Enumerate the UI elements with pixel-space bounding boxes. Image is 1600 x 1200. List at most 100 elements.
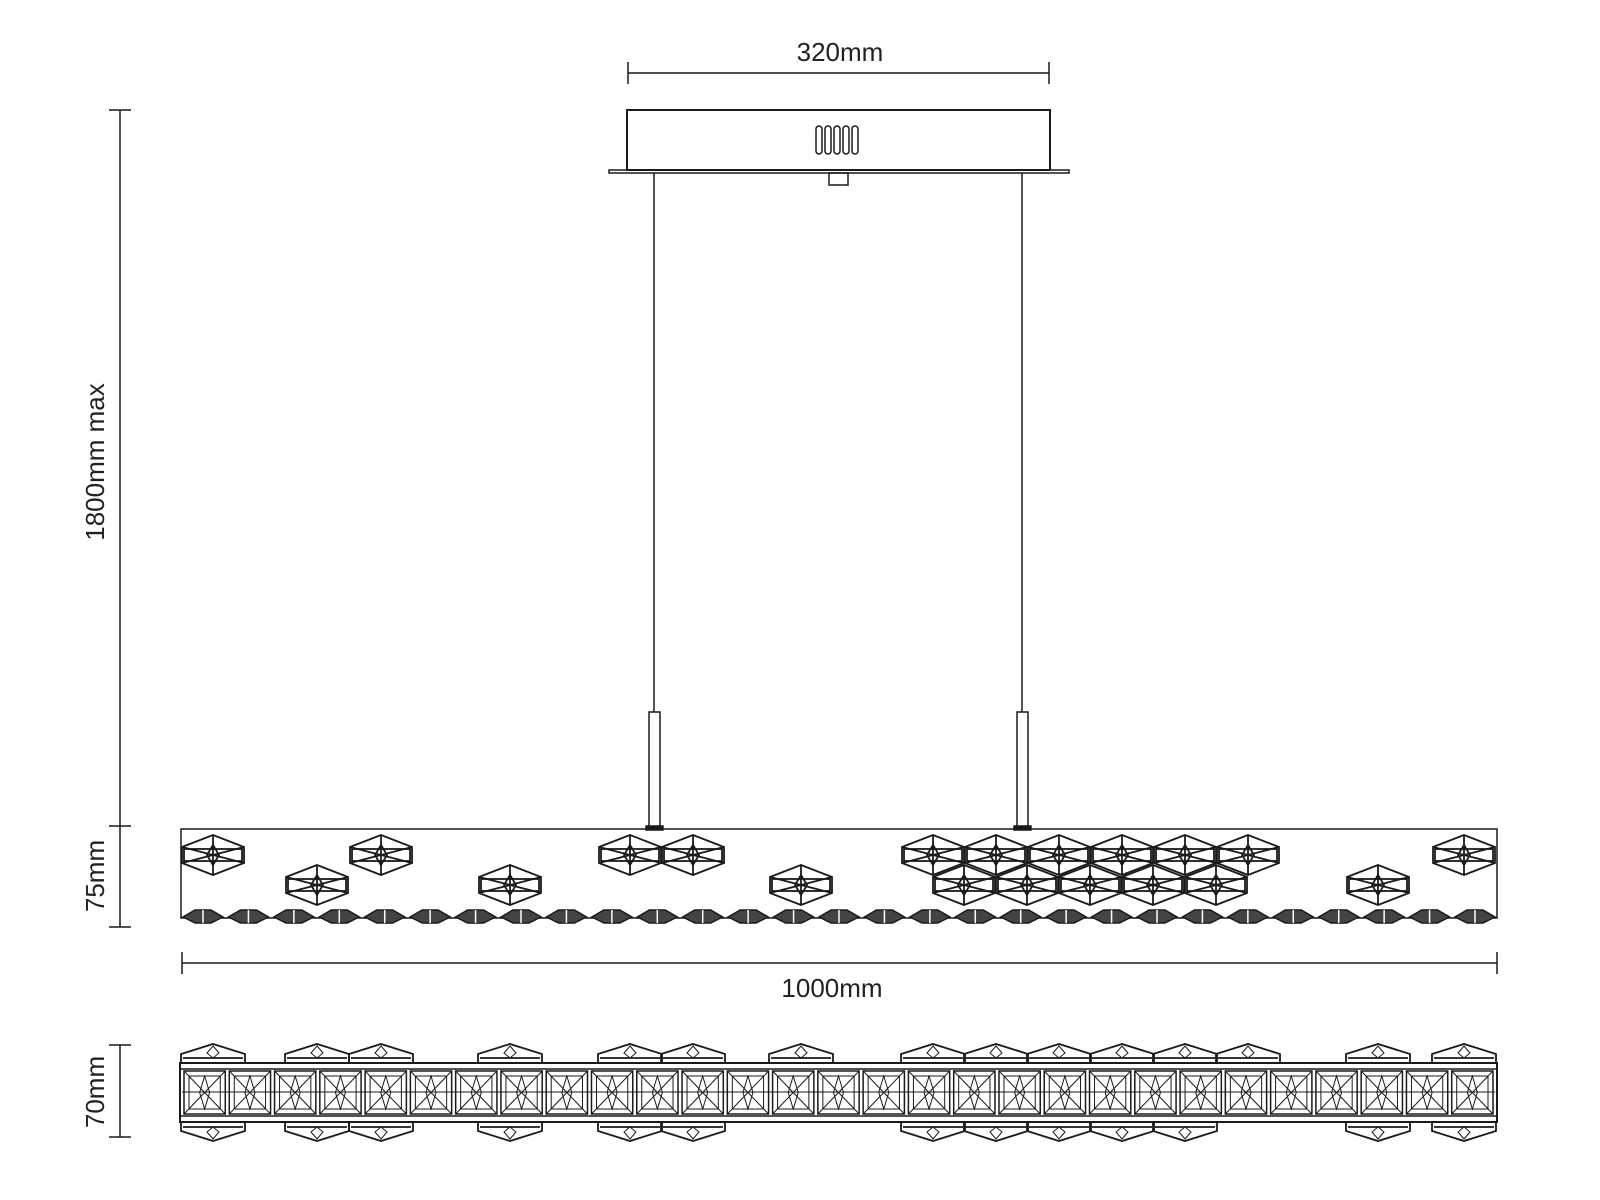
square-crystal	[771, 1070, 815, 1115]
small-crystal	[272, 909, 316, 924]
small-crystal	[726, 909, 770, 924]
plan-crystal-cap	[1026, 1043, 1092, 1064]
length-dimension	[181, 952, 1498, 974]
small-crystal	[453, 909, 498, 924]
plan-crystal-cap	[284, 1043, 350, 1064]
square-crystal	[1043, 1070, 1087, 1115]
hex-crystal	[1153, 834, 1217, 876]
light-body-plan	[179, 1062, 1498, 1123]
plan-crystal-cap	[660, 1121, 726, 1142]
square-crystal	[183, 1070, 227, 1115]
plan-crystal-cap	[1152, 1121, 1218, 1142]
hex-crystal	[1027, 834, 1091, 876]
small-crystal	[1271, 909, 1315, 924]
square-crystal	[952, 1070, 996, 1115]
square-crystal	[907, 1070, 951, 1115]
hex-crystal	[285, 864, 349, 906]
small-crystal	[590, 909, 634, 924]
small-crystal	[181, 909, 225, 924]
square-crystal	[364, 1070, 408, 1115]
plan-crystal-cap	[1345, 1043, 1411, 1064]
hex-crystal	[901, 834, 965, 876]
square-crystal	[636, 1070, 679, 1115]
square-crystal	[500, 1070, 543, 1115]
square-crystal	[545, 1070, 589, 1115]
vent-slot	[824, 125, 832, 155]
hex-crystal	[598, 834, 662, 876]
square-crystal	[726, 1070, 770, 1115]
plan-crystal-cap	[1089, 1043, 1155, 1064]
hex-crystal	[995, 864, 1059, 906]
hex-crystal	[661, 834, 725, 876]
small-crystal	[1362, 909, 1406, 924]
body-height-label: 75mm	[80, 840, 110, 912]
square-crystal	[319, 1070, 362, 1115]
plan-crystal-cap	[180, 1121, 246, 1142]
square-crystal	[228, 1070, 272, 1115]
square-crystal	[1450, 1070, 1494, 1115]
height-dimension	[109, 109, 131, 928]
hex-crystal	[349, 834, 413, 876]
hex-crystal	[1432, 834, 1496, 876]
square-crystal	[1088, 1070, 1132, 1115]
plan-crystal-cap	[963, 1121, 1029, 1142]
hex-crystal	[1058, 864, 1122, 906]
hex-crystal	[478, 864, 542, 906]
small-crystal	[544, 909, 589, 924]
vent-slot	[851, 125, 859, 155]
plan-crystal-cap	[1431, 1121, 1497, 1142]
depth-dimension	[109, 1044, 131, 1138]
plan-crystal-cap	[284, 1121, 350, 1142]
max-height-label: 1800mm max	[80, 383, 110, 541]
small-crystal	[226, 909, 271, 924]
small-crystal	[817, 909, 861, 924]
plan-crystal-cap	[1345, 1121, 1411, 1142]
small-crystal	[635, 909, 679, 924]
small-crystal	[317, 909, 361, 924]
length-label: 1000mm	[781, 973, 882, 1003]
canopy-width-dimension	[627, 62, 1050, 84]
square-crystal	[862, 1070, 906, 1115]
square-crystal	[1179, 1070, 1223, 1115]
plan-crystal-cap	[348, 1121, 414, 1142]
hex-crystal	[932, 864, 996, 906]
small-crystal	[1453, 909, 1497, 924]
ceiling-canopy	[608, 109, 1070, 186]
suspension-cables	[645, 173, 1032, 831]
small-crystal	[999, 909, 1043, 924]
plan-crystal-cap	[1431, 1043, 1497, 1064]
plan-crystal-cap	[1215, 1043, 1281, 1064]
hex-crystal	[769, 864, 833, 906]
hex-crystal	[1216, 834, 1280, 876]
plan-crystal-cap	[900, 1043, 966, 1064]
hex-crystal	[1346, 864, 1410, 906]
square-crystal	[681, 1070, 725, 1115]
vent-slot	[815, 125, 823, 155]
depth-label: 70mm	[80, 1056, 110, 1128]
square-crystal	[998, 1070, 1041, 1115]
small-crystal	[1135, 909, 1179, 924]
plan-crystal-cap	[900, 1121, 966, 1142]
square-crystal	[1134, 1070, 1177, 1115]
square-crystal	[1360, 1070, 1404, 1115]
vent-slot	[833, 125, 841, 155]
square-crystal	[1405, 1070, 1449, 1115]
canopy-width-label: 320mm	[797, 37, 884, 67]
square-crystal	[817, 1070, 860, 1115]
square-crystal	[1269, 1070, 1313, 1115]
hex-crystal	[1121, 864, 1185, 906]
small-crystal	[1317, 909, 1361, 924]
square-crystal	[409, 1070, 453, 1115]
small-crystal	[408, 909, 452, 924]
square-crystal	[1315, 1070, 1358, 1115]
hex-crystal	[1184, 864, 1248, 906]
small-crystal	[363, 909, 407, 924]
square-crystal	[1224, 1070, 1268, 1115]
small-crystal	[1044, 909, 1088, 924]
plan-crystal-cap	[1026, 1121, 1092, 1142]
plan-crystal-cap	[348, 1043, 414, 1064]
hex-crystal	[964, 834, 1028, 876]
small-crystal	[1180, 909, 1225, 924]
